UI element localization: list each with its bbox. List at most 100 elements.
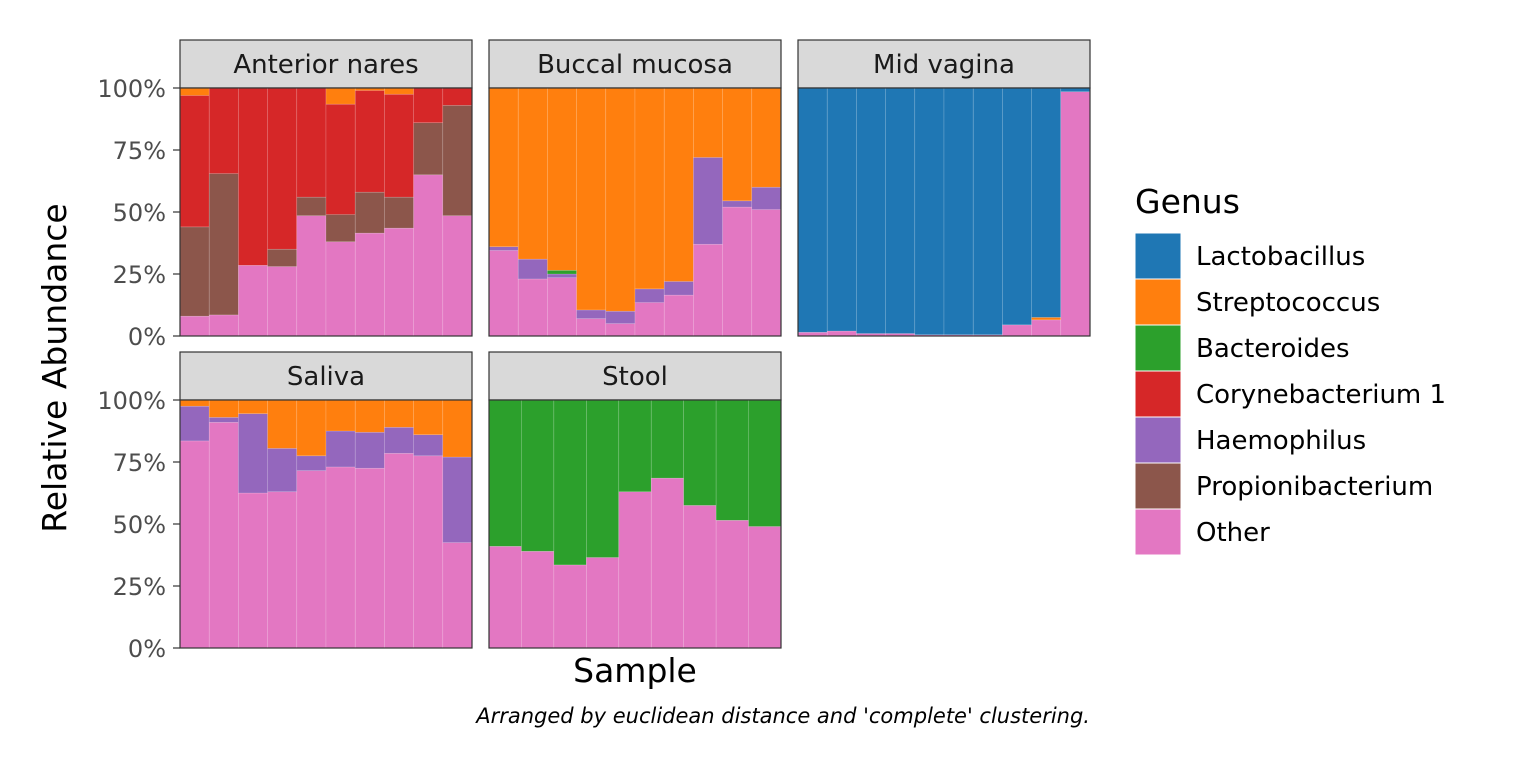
strip-label-buccal-mucosa: Buccal mucosa (537, 50, 733, 80)
legend-key-corynebacterium-1 (1134, 370, 1182, 418)
bar-segment-other (517, 278, 548, 337)
bar-segment-bacteroides (748, 399, 782, 527)
legend-item-propionibacterium: Propionibacterium (1134, 462, 1433, 510)
legend-item-streptococcus: Streptococcus (1134, 278, 1380, 326)
legend-label-lactobacillus: Lactobacillus (1196, 242, 1365, 272)
y-tick-label: 100% (97, 75, 166, 103)
bar-segment-haemophilus (354, 431, 385, 469)
bar-segment-propionibacterium (296, 196, 327, 217)
bar-segment-other (576, 318, 607, 337)
bar-segment-haemophilus (751, 186, 782, 210)
bar-segment-haemophilus (238, 413, 268, 494)
bar-segment-streptococcus (267, 399, 298, 449)
y-tick-label: 50% (113, 199, 166, 227)
y-axis-title: Relative Abundance (35, 203, 74, 532)
y-tick-label: 75% (113, 449, 166, 477)
bar-segment-other (238, 265, 268, 337)
bar-segment-other (325, 241, 356, 337)
legend-key-haemophilus (1134, 416, 1182, 464)
bar-segment-other (748, 526, 782, 649)
bar-segment-other (267, 266, 298, 337)
legend-item-corynebacterium-1: Corynebacterium 1 (1134, 370, 1446, 418)
strip-buccal-mucosa (488, 39, 782, 89)
legend: Genus Lactobacillus Streptococcus Bacteroi… (1134, 182, 1446, 556)
panel-anterior-nares: Anterior nares (179, 39, 473, 337)
bar-segment-bacteroides (683, 399, 717, 506)
bar-segment-other (521, 550, 555, 649)
bar-segment-other (179, 315, 210, 337)
bar-segment-streptococcus (576, 87, 607, 311)
bar-segment-haemophilus (634, 288, 665, 303)
bar-segment-propionibacterium (208, 173, 239, 316)
bar-segment-other (586, 557, 620, 649)
strip-label-mid-vagina: Mid vagina (873, 50, 1015, 80)
y-tick-label: 50% (113, 511, 166, 539)
legend-key-other (1134, 508, 1182, 556)
bar-segment-other (296, 470, 327, 649)
bar-segment-bacteroides (553, 399, 587, 566)
bar-segment-streptococcus (179, 87, 210, 96)
strip-anterior-nares (179, 39, 473, 89)
bar-segment-haemophilus (384, 426, 414, 454)
legend-item-haemophilus: Haemophilus (1134, 416, 1366, 464)
legend-label-other: Other (1196, 518, 1270, 548)
strip-saliva (179, 351, 473, 401)
bar-segment-lactobacillus (826, 87, 857, 332)
bar-segment-streptococcus (442, 399, 473, 458)
bar-segment-streptococcus (354, 399, 385, 433)
bar-segment-haemophilus (325, 430, 356, 468)
bar-segment-lactobacillus (1031, 87, 1062, 318)
bar-segment-other (663, 294, 694, 337)
bar-segment-corynebacterium-1 (208, 87, 239, 174)
bar-segment-streptococcus (325, 87, 356, 105)
y-tick-label: 0% (128, 635, 166, 663)
bar-segment-bacteroides (618, 399, 652, 493)
bar-segment-propionibacterium (384, 196, 414, 229)
bar-segment-streptococcus (413, 399, 444, 436)
bar-segment-other (826, 330, 857, 337)
legend-key-propionibacterium (1134, 462, 1182, 510)
bar-segment-other (605, 323, 636, 337)
panel-saliva: Saliva (179, 351, 473, 649)
bar-segment-other (208, 314, 239, 337)
bar-segment-lactobacillus (856, 87, 886, 334)
bar-segment-other (1060, 91, 1091, 337)
bar-segment-other (693, 243, 723, 337)
legend-key-bacteroides (1134, 324, 1182, 372)
bar-segment-other (296, 215, 327, 337)
legend-items: Lactobacillus Streptococcus Bacteroides Cor… (1134, 232, 1446, 556)
bar-segment-other (238, 492, 268, 649)
bar-segment-haemophilus (693, 157, 723, 245)
bar-segment-streptococcus (663, 87, 694, 282)
bar-segment-other (1031, 319, 1062, 337)
bar-segment-streptococcus (547, 87, 577, 271)
legend-label-haemophilus: Haemophilus (1196, 426, 1366, 456)
bar-segment-lactobacillus (914, 87, 945, 336)
bar-segment-streptococcus (488, 87, 519, 248)
bar-segment-streptococcus (605, 87, 636, 312)
bar-segment-other (618, 491, 652, 649)
x-axis-title: Sample (573, 651, 697, 690)
bar-segment-haemophilus (722, 200, 753, 208)
legend-title: Genus (1135, 182, 1240, 221)
bar-segment-lactobacillus (972, 87, 1003, 336)
bar-segment-streptococcus (634, 87, 665, 290)
bar-segment-other (442, 215, 473, 337)
panel-mid-vagina: Mid vagina (797, 39, 1091, 337)
panel-stool: Stool (488, 351, 782, 649)
legend-key-lactobacillus (1134, 232, 1182, 280)
bar-segment-other (267, 491, 298, 649)
bar-segment-bacteroides (488, 399, 522, 547)
strip-label-stool: Stool (602, 362, 668, 392)
bar-segment-streptococcus (179, 399, 210, 407)
bar-segment-propionibacterium (354, 191, 385, 234)
legend-item-other: Other (1134, 508, 1270, 556)
bar-segment-propionibacterium (179, 226, 210, 317)
bar-segment-streptococcus (208, 399, 239, 418)
y-tick-label: 75% (113, 137, 166, 165)
bar-segment-haemophilus (413, 434, 444, 457)
bar-segment-haemophilus (179, 405, 210, 442)
strip-label-saliva: Saliva (287, 362, 365, 392)
bar-segment-bacteroides (586, 399, 620, 558)
bar-segment-streptococcus (384, 399, 414, 428)
